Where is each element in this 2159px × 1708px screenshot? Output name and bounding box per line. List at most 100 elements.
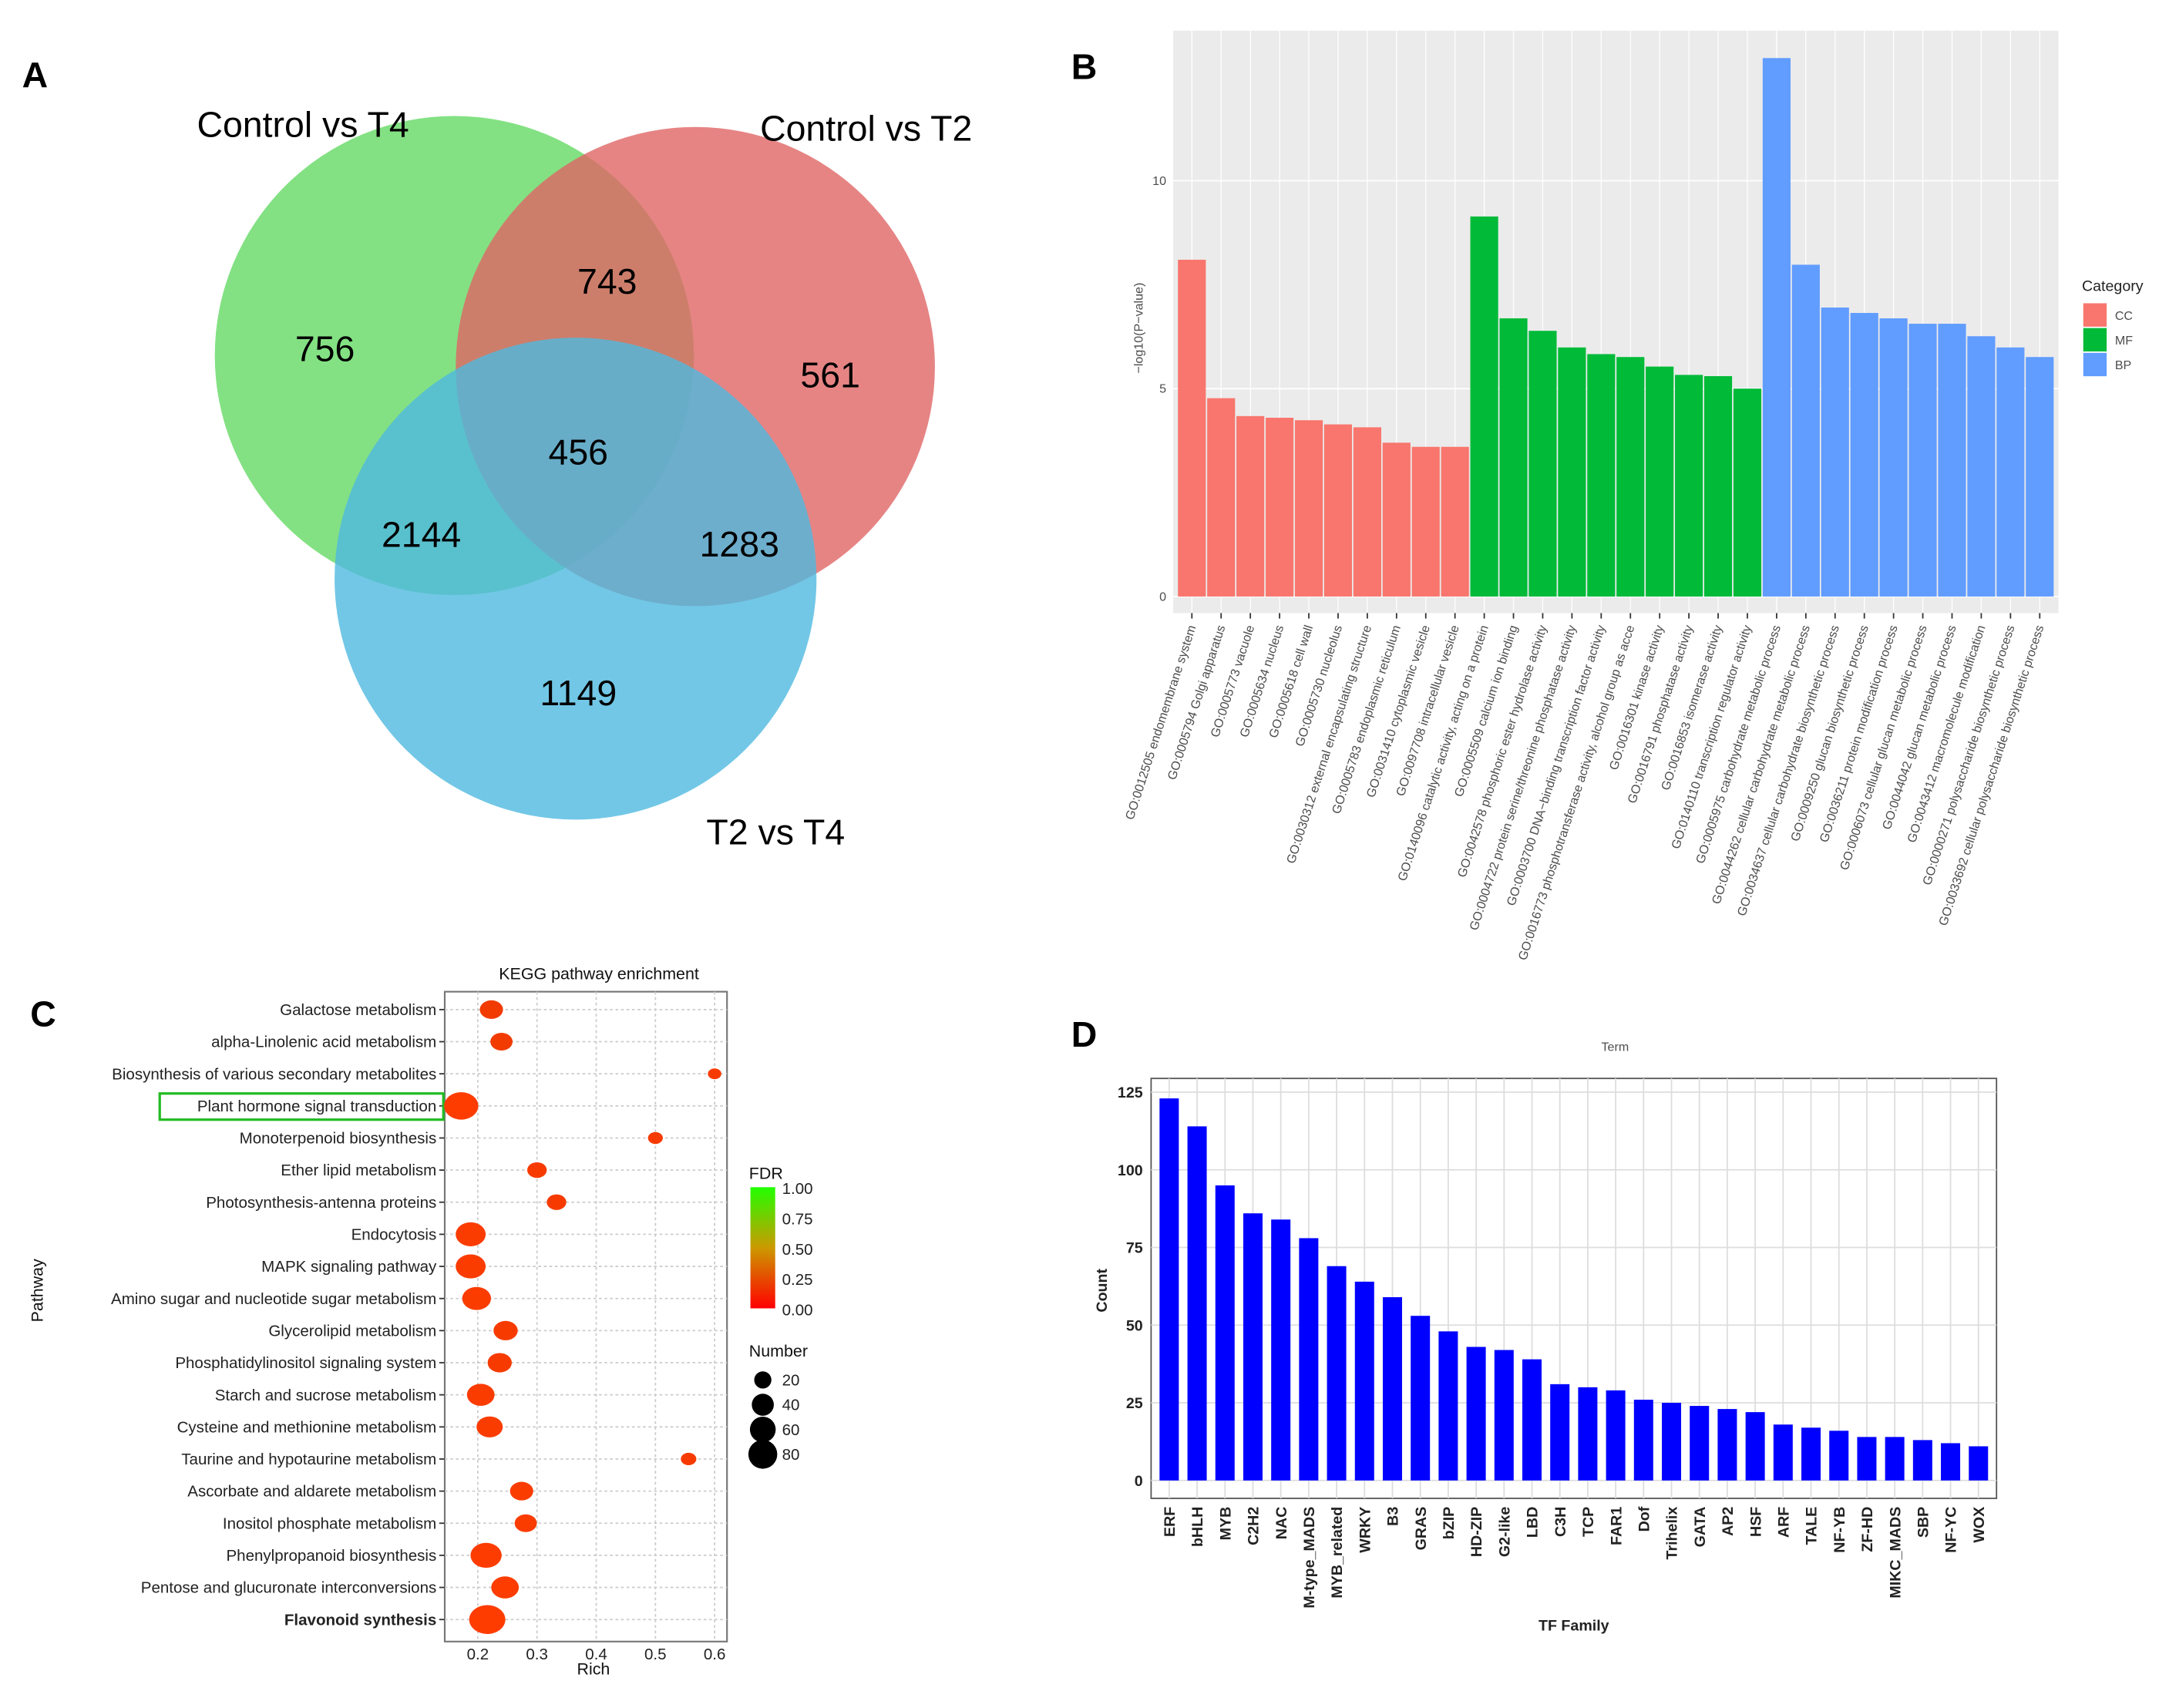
bubble	[708, 1068, 721, 1080]
bar	[1733, 388, 1762, 597]
pathway-label: Phenylpropanoid biosynthesis	[226, 1547, 436, 1565]
pathway-label: Taurine and hypotaurine metabolism	[181, 1451, 436, 1468]
x-tick-label: TALE	[1804, 1507, 1821, 1545]
x-tick-label: C2H2	[1246, 1507, 1263, 1545]
venn-region-count: 2144	[382, 515, 461, 555]
chart-title: KEGG pathway enrichment	[499, 965, 699, 983]
x-tick-label: MYB	[1217, 1507, 1234, 1541]
x-tick-label: ZF-HD	[1859, 1507, 1876, 1552]
y-tick-label: 25	[1126, 1395, 1143, 1412]
pathway-label: MAPK signaling pathway	[261, 1258, 437, 1276]
bar	[1633, 1400, 1653, 1481]
bar	[1996, 347, 2025, 597]
x-tick-label: NAC	[1273, 1507, 1290, 1540]
bar	[1159, 1098, 1179, 1481]
y-tick-label: 0	[1135, 1473, 1143, 1490]
bubble	[647, 1131, 663, 1145]
bar	[1466, 1347, 1486, 1481]
color-legend-bar	[750, 1187, 775, 1309]
legend-label: CC	[2115, 309, 2133, 323]
bar	[1266, 417, 1294, 597]
bar	[1912, 1440, 1932, 1481]
x-tick-label: G2-like	[1496, 1507, 1513, 1558]
x-tick-label: C3H	[1552, 1507, 1569, 1537]
bar	[1187, 1126, 1207, 1481]
size-legend-dot	[754, 1371, 772, 1389]
bubble	[490, 1032, 513, 1051]
x-tick-label: LBD	[1525, 1507, 1542, 1538]
y-tick-label: 100	[1118, 1162, 1143, 1179]
pathway-label: Plant hormone signal transduction	[197, 1098, 436, 1115]
bar	[1745, 1412, 1765, 1481]
venn-region-count: 456	[549, 432, 608, 472]
venn-set-label: Control vs T4	[197, 104, 409, 144]
bar	[2026, 357, 2054, 597]
legend-label: BP	[2115, 358, 2131, 372]
legend-label: MF	[2115, 334, 2133, 348]
bar	[1494, 1350, 1514, 1481]
x-tick-label: ARF	[1775, 1507, 1792, 1538]
size-legend-label: 80	[782, 1446, 800, 1464]
bubble	[526, 1162, 547, 1178]
bar	[1441, 446, 1469, 597]
color-legend-label: 0.25	[782, 1271, 813, 1289]
bar	[1323, 424, 1353, 597]
bar	[1762, 58, 1791, 597]
highlight-box	[158, 1092, 445, 1121]
x-tick-label: M-type_MADS	[1301, 1507, 1318, 1609]
color-legend-label: 0.75	[782, 1211, 813, 1229]
bar	[1438, 1331, 1458, 1481]
bar	[1327, 1266, 1347, 1481]
legend-swatch	[2083, 352, 2107, 377]
color-legend-title: FDR	[749, 1165, 783, 1183]
y-tick-label: 50	[1126, 1317, 1143, 1334]
bar	[1675, 375, 1703, 597]
bar	[1662, 1403, 1682, 1481]
venn-set-label: T2 vs T4	[706, 812, 845, 852]
bubble	[493, 1320, 518, 1340]
venn-region-count: 756	[295, 328, 355, 368]
x-tick-label: Dof	[1636, 1506, 1653, 1531]
bar	[1271, 1219, 1291, 1481]
bar	[1850, 313, 1878, 597]
bubble	[444, 1092, 479, 1120]
bar	[1967, 336, 1996, 597]
legend-swatch	[2083, 303, 2107, 327]
legend-swatch	[2083, 328, 2107, 351]
pathway-label: Ascorbate and aldarete metabolism	[187, 1483, 436, 1501]
bar	[1791, 264, 1820, 597]
bar	[1411, 446, 1440, 597]
bubble	[514, 1514, 537, 1532]
bar	[1558, 347, 1586, 597]
panel-a-venn: A Control vs T4 Control vs T2 T2 vs T4 756 7…	[22, 55, 973, 852]
bar	[1616, 357, 1645, 597]
pathway-label: Inositol phosphate metabolism	[223, 1515, 436, 1532]
x-tick-label: HSF	[1747, 1507, 1764, 1537]
x-tick-label: 0.5	[644, 1646, 667, 1663]
x-tick-label: NF-YB	[1831, 1507, 1848, 1553]
x-tick-label: bZIP	[1441, 1507, 1458, 1540]
bubble	[681, 1452, 697, 1466]
pathway-label: Galactose metabolism	[280, 1001, 436, 1019]
color-legend-label: 0.00	[782, 1301, 813, 1319]
bar	[1717, 1409, 1737, 1481]
x-tick-label: SBP	[1915, 1507, 1932, 1538]
bubble	[462, 1286, 492, 1310]
venn-region-count: 561	[800, 355, 859, 395]
y-tick-label: 0	[1159, 590, 1166, 604]
size-legend-dot	[752, 1394, 774, 1416]
y-tick-label: 75	[1126, 1240, 1143, 1257]
bar	[1499, 318, 1528, 597]
bar	[1299, 1238, 1319, 1481]
color-legend-label: 0.50	[782, 1241, 813, 1259]
pathway-label: alpha-Linolenic acid metabolism	[211, 1034, 436, 1051]
size-legend-label: 40	[782, 1397, 800, 1414]
venn-region-count: 1283	[700, 524, 779, 564]
pathway-label: Flavonoid synthesis	[284, 1611, 436, 1629]
x-tick-label: 0.3	[526, 1646, 548, 1663]
bar	[1606, 1390, 1626, 1481]
bubble	[456, 1222, 486, 1246]
bar	[1969, 1446, 1989, 1481]
bar	[1821, 308, 1849, 597]
